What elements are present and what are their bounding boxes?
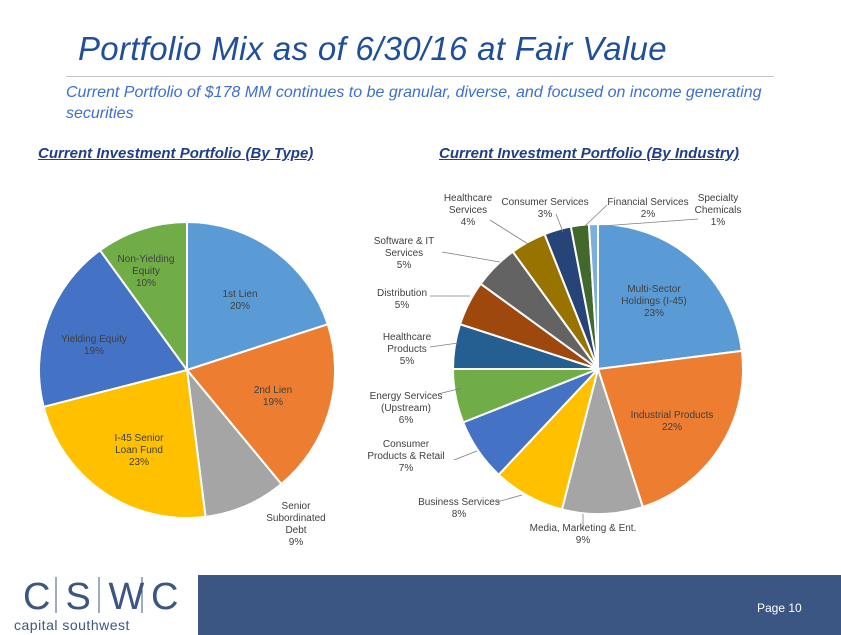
pie-slice-specialty-chemicals [587, 222, 599, 370]
slice-label-financial-services: Financial Services 2% [607, 197, 688, 220]
slice-label-healthcare-products: Healthcare Products 5% [383, 332, 432, 367]
slice-label-2nd-lien: 2nd Lien 19% [254, 385, 292, 408]
slice-label-business-services: Business Services 8% [418, 497, 500, 520]
page-title: Portfolio Mix as of 6/30/16 at Fair Valu… [78, 30, 667, 67]
slice-label-healthcare-services: Healthcare Services 4% [444, 193, 493, 228]
slice-label-senior-subordinated-debt: Senior Subordinated Debt 9% [266, 501, 326, 548]
logo-subtitle: capital southwest [14, 617, 130, 633]
pie-0: 1st Lien 20% 2nd Lien 19% Senior Subordinated… [38, 220, 336, 548]
slice-label-industrial-products: Industrial Products 22% [631, 410, 714, 433]
leader-line-business-services [496, 494, 523, 503]
page-number: Page 10 [757, 601, 802, 615]
slice-label-consumer-products-retail: Consumer Products & Retail 7% [367, 439, 444, 474]
pie-slice-non-yielding-equity [98, 220, 188, 374]
chart-title-by-type: Current Investment Portfolio (By Type) [38, 145, 314, 162]
leader-line-healthcare-products [429, 342, 459, 348]
leader-line-software-it-services [441, 251, 501, 263]
slice-label-1st-lien: 1st Lien 20% [222, 289, 257, 312]
slice-label-multi-sector-holdings-i-45: Multi-Sector Holdings (I-45) 23% [621, 284, 687, 319]
pie-slice-industrial-products [596, 349, 744, 509]
leader-line-consumer-services [555, 213, 564, 233]
pie-charts: 1st Lien 20% 2nd Lien 19% Senior Subordinated… [38, 193, 744, 548]
pie-slice-senior-subordinated-debt [185, 366, 283, 518]
slice-label-specialty-chemicals: Specialty Chemicals 1% [695, 193, 742, 228]
title-divider [66, 76, 774, 77]
leader-line-specialty-chemicals [601, 218, 699, 227]
slice-label-media-marketing-ent: Media, Marketing & Ent. 9% [530, 523, 637, 546]
leader-line-healthcare-services [489, 219, 529, 245]
slice-label-distribution: Distribution 5% [377, 288, 427, 311]
pie-1: Multi-Sector Holdings (I-45) 23% Industrial… [367, 193, 744, 546]
leader-line-financial-services [584, 204, 608, 227]
pie-slice-multi-sector-holdings-i-45 [597, 222, 743, 371]
slice-label-software-it-services: Software & IT Services 5% [374, 236, 435, 271]
slice-label-i-45-senior-loan-fund: I-45 Senior Loan Fund 23% [115, 433, 165, 468]
slice-label-yielding-equity: Yielding Equity 19% [61, 334, 127, 357]
pie-slice-i-45-senior-loan-fund [42, 368, 207, 519]
leader-line-energy-services-upstream [437, 387, 463, 395]
page-subtitle: Current Portfolio of $178 MM continues t… [66, 84, 762, 122]
pie-slice-2nd-lien [185, 323, 336, 486]
slice-label-energy-services-upstream: Energy Services (Upstream) 6% [370, 391, 443, 426]
leader-line-consumer-products-retail [453, 450, 478, 461]
chart-title-by-industry: Current Investment Portfolio (By Industr… [439, 145, 740, 162]
slice-label-non-yielding-equity: Non-Yielding Equity 10% [118, 254, 175, 289]
pie-slice-1st-lien [186, 220, 330, 372]
pie-slice-yielding-equity [38, 248, 189, 409]
slice-label-consumer-services: Consumer Services 3% [501, 197, 588, 220]
pie-slice-media-marketing-ent [560, 365, 645, 515]
